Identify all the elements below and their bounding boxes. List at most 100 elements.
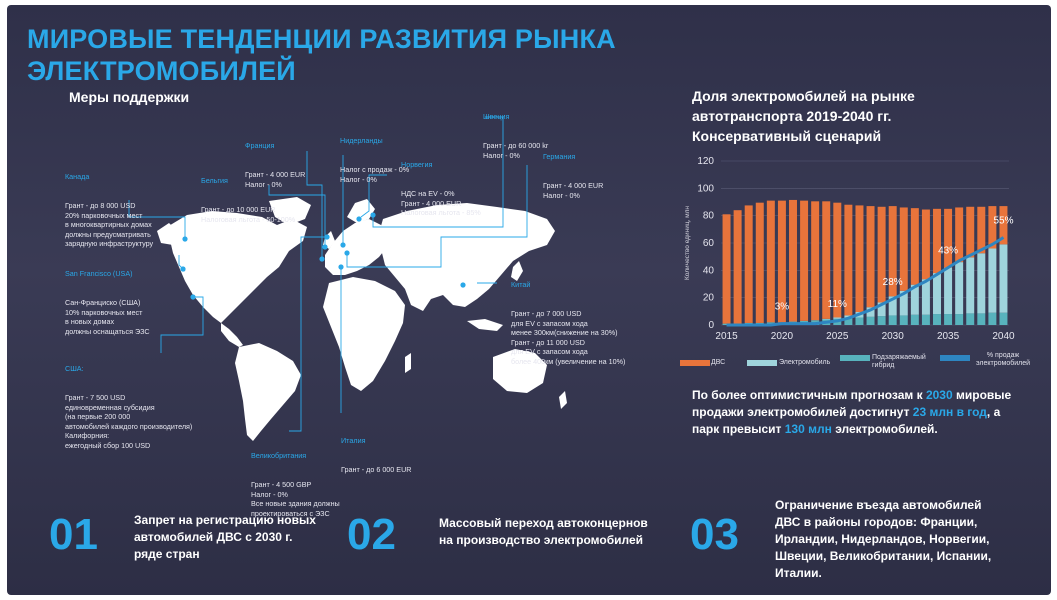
bar-ev [822,318,831,320]
callout-usa: США: Грант - 7 500 USD единовременная су… [65,345,192,470]
bar-phev [977,313,986,325]
madagascar-shape [405,353,411,373]
bar-ev [866,307,875,317]
callout-uk: Великобритания Грант - 4 500 GBP Налог -… [251,432,340,538]
forecast-p1: По более оптимистичным прогнозам к [692,388,926,402]
bar-phev [888,315,897,325]
callout-italy-text: Грант - до 6 000 EUR [341,464,412,474]
y-tick-label: 40 [703,265,715,276]
page-title-line1: МИРОВЫЕ ТЕНДЕНЦИИ РАЗВИТИЯ РЫНКА [27,24,616,54]
callout-sweden: Швеция Грант - до 60 000 kr Налог - 0% [483,93,548,179]
forecast-sales: 23 [912,405,927,419]
legend-phev: Подзаряжаемый гибрид [872,354,926,369]
legend-share: % продаж электромобилей [976,352,1031,367]
bar-phev [944,314,953,325]
callout-sf: San Francisco (USA) Сан-Франциско (США) … [65,250,150,356]
callout-sf-text: Сан-Франциско (США) 10% парковочных мест… [65,297,150,336]
callout-canada-text: Грант - до 8 000 USD 20% парковочных мес… [65,200,154,249]
callout-canada-country: Канада [65,172,90,182]
callout-italy-country: Италия [341,436,366,446]
forecast-p3: , а парк превысит [692,405,1001,436]
continents [157,197,567,441]
trend-number-03: 03 [690,510,739,559]
uk-shape [323,231,335,249]
legend-swatch-ice [680,360,710,366]
legend-swatch-share [940,355,970,361]
south-america-shape [235,343,301,441]
leader-norway [360,174,387,218]
trend-number-01: 01 [49,510,98,559]
australia-shape [493,349,547,393]
callout-france-text: Грант - 4 000 EUR Налог - 0% [245,169,306,189]
bar-phev [844,318,853,325]
page-title: МИРОВЫЕ ТЕНДЕНЦИИ РАЗВИТИЯ РЫНКА ЭЛЕКТРО… [27,23,627,87]
bar-ev [999,244,1008,313]
bar-ice [789,199,797,322]
callout-sweden-text: Грант - до 60 000 kr Налог - 0% [483,140,549,160]
callout-belgium-country: Бельгия [201,176,228,186]
y-tick-label: 0 [708,320,714,331]
bar-phev [899,315,908,325]
bar-ev [988,248,997,313]
bar-phev [988,312,997,325]
bar-ice [921,209,930,280]
leader-sweden [372,116,504,228]
chart-title: Доля электромобилей на рынке автотранспо… [692,86,1022,146]
callout-netherlands-country: Нидерланды [340,136,383,146]
callout-usa-text: Грант - 7 500 USD единовременная субсиди… [65,392,193,450]
callout-netherlands: Нидерланды Налог с продаж - 0% Налог - 0… [340,117,409,203]
bar-ice [899,207,908,291]
marker-italy [338,264,344,270]
callout-china-text: Грант - до 7 000 USD для EV с запасом хо… [511,308,626,366]
europe-shape [325,219,391,275]
asia-shape [379,203,555,311]
callout-china: Китай Грант - до 7 000 USD для EV с запа… [511,261,625,386]
bar-phev [999,312,1008,325]
bar-ice [822,201,831,319]
bar-ev [921,279,930,315]
chart-title-line1: Доля электромобилей на рынке [692,88,915,104]
bar-ice [966,206,975,258]
bar-ice [855,205,864,313]
greenland-shape [269,197,311,225]
forecast-p2: мировые продажи электромобилей достигнут [692,388,1012,419]
bar-ev [944,267,953,315]
bar-phev [933,314,941,325]
callout-sf-country: San Francisco (USA) [65,269,133,279]
bar-ice [877,206,886,303]
page-title-line2: ЭЛЕКТРОМОБИЛЕЙ [27,56,296,86]
bar-ice [944,208,953,268]
trend-text-03: Ограничение въезда автомобилей ДВС в рай… [775,498,992,580]
bar-ice [977,206,986,254]
marker-norway [356,216,362,222]
x-tick-label: 2040 [992,331,1015,342]
callout-italy: Италия Грант - до 6 000 EUR [341,417,411,494]
indonesia-shape [467,319,503,331]
bar-ice [722,214,731,324]
callout-sweden-country: Швеция [483,112,510,122]
bar-ice [777,200,786,323]
y-axis-label: Количество единиц, млн [684,206,691,280]
world-map [128,116,567,441]
scandinavia-shape [347,199,375,223]
bar-phev [855,317,864,325]
marker-netherlands [340,242,346,248]
bar-phev [910,314,919,325]
marker-belgium [322,244,328,250]
chart-title-line2: автотранспорта 2019-2040 гг. [692,108,892,124]
leader-france [306,151,323,257]
legend-ev: Электромобиль [779,359,831,366]
share-annotation: 3% [775,302,790,313]
callout-norway: Норвегия НДС на EV - 0% Грант - 4 000 EU… [401,141,481,237]
bar-ice [910,208,919,285]
x-tick-label: 2020 [771,331,794,342]
bar-ev [977,253,986,314]
x-tick-label: 2030 [882,331,905,342]
support-heading: Меры поддержки [69,89,190,105]
callout-france: Франция Грант - 4 000 EUR Налог - 0% [245,122,305,208]
bar-ice [844,204,853,316]
bar-phev [866,316,875,325]
alaska-shape [157,223,177,245]
bar-ice [955,207,964,263]
callout-belgium: Бельгия Грант - до 10 000 EUR Налоговая … [201,157,295,243]
